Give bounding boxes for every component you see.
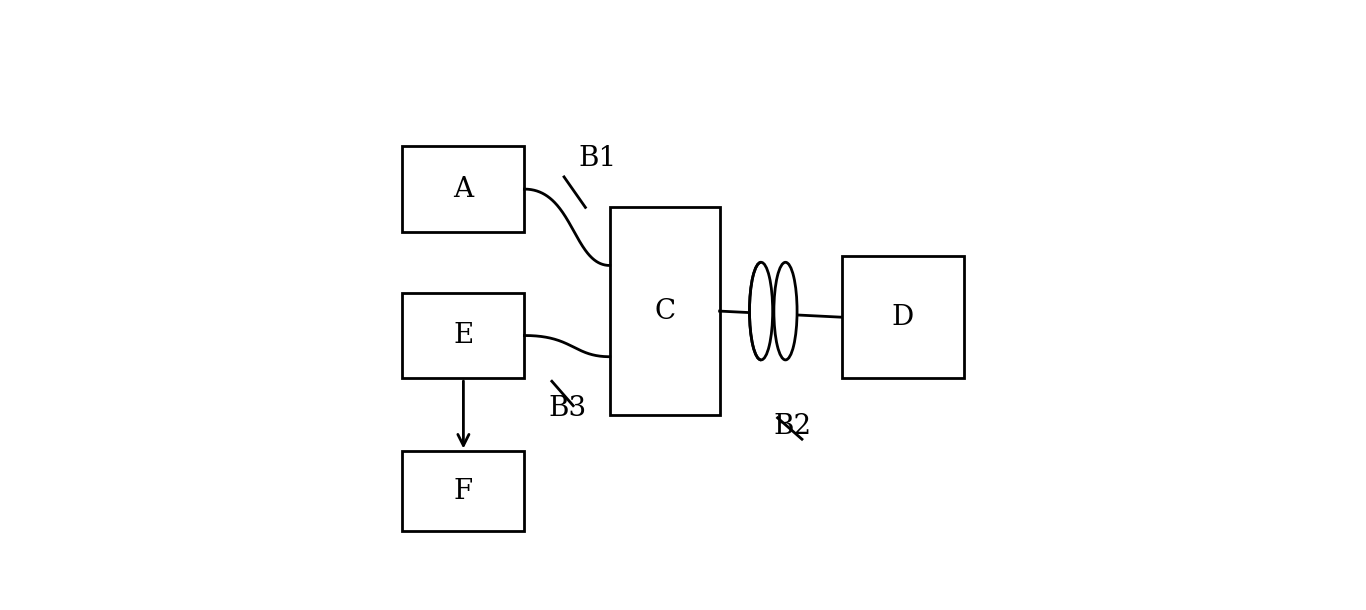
FancyBboxPatch shape bbox=[403, 451, 525, 531]
Text: A: A bbox=[454, 176, 474, 203]
Text: B1: B1 bbox=[578, 145, 616, 172]
FancyBboxPatch shape bbox=[403, 293, 525, 378]
Text: D: D bbox=[892, 304, 914, 331]
FancyBboxPatch shape bbox=[403, 146, 525, 232]
FancyBboxPatch shape bbox=[609, 207, 720, 415]
FancyBboxPatch shape bbox=[841, 256, 963, 378]
Text: C: C bbox=[654, 298, 675, 325]
Ellipse shape bbox=[750, 262, 773, 360]
Text: F: F bbox=[454, 478, 473, 504]
Ellipse shape bbox=[775, 262, 798, 360]
Text: B2: B2 bbox=[773, 414, 811, 440]
Text: E: E bbox=[454, 322, 474, 349]
Text: B3: B3 bbox=[548, 395, 586, 422]
